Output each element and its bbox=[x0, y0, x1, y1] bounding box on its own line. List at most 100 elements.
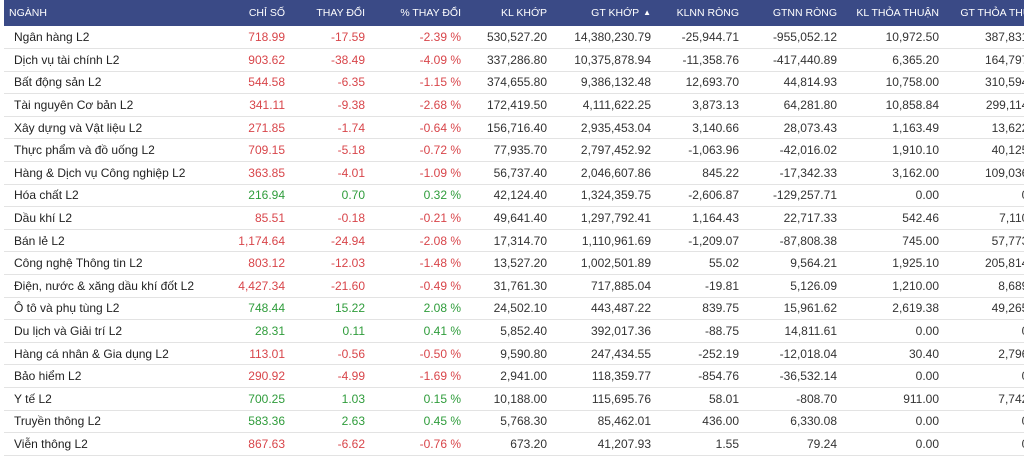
cell-industry: Y tế L2 bbox=[14, 391, 52, 406]
cell-gt-thoa-thuan: 0.00 bbox=[946, 365, 1024, 388]
cell-kl-khop: 77,935.70 bbox=[493, 143, 547, 158]
header-gt-khop[interactable]: GT KHỚP ▲ bbox=[554, 0, 658, 26]
header-gtnn-rong[interactable]: GTNN RÒNG bbox=[772, 7, 837, 19]
cell-klnn-rong: 436.00 bbox=[702, 414, 739, 429]
cell-industry: Dầu khí L2 bbox=[14, 211, 73, 226]
header-kl-khop[interactable]: KL KHỚP bbox=[501, 7, 547, 19]
cell-pct-change: -2.39 % bbox=[419, 30, 461, 45]
cell-gt-thoa-thuan: 7,742.80 bbox=[998, 391, 1024, 406]
cell-industry: Điện, nước & xăng dầu khí đốt L2 bbox=[14, 278, 195, 293]
cell-index: 85.51 bbox=[254, 211, 285, 226]
cell-pct-change: -1.48 % bbox=[419, 256, 461, 271]
cell-gt-khop: 247,434.55 bbox=[590, 346, 651, 361]
cell-kl-thoa-thuan: 0.00 bbox=[915, 436, 939, 451]
cell-kl-khop: 172,419.50 bbox=[486, 98, 547, 113]
cell-kl-khop: 337,286.80 bbox=[486, 52, 547, 67]
table-row[interactable]: Hóa chất L2 216.94 0.70 0.32 % 42,124.40 1,32… bbox=[4, 184, 1024, 207]
cell-kl-khop: 17,314.70 bbox=[493, 233, 547, 248]
cell-change: -0.56 bbox=[337, 346, 365, 361]
header-change[interactable]: THAY ĐỔI bbox=[316, 7, 365, 19]
cell-industry: Bất động sản L2 bbox=[14, 75, 102, 90]
cell-gt-thoa-thuan: 0.00 bbox=[946, 410, 1024, 433]
table-row[interactable]: Bán lẻ L2 1,174.64 -24.94 -2.08 % 17,314.70 1… bbox=[4, 229, 1024, 252]
table-row[interactable]: Viễn thông L2 867.63 -6.62 -0.76 % 673.20 41,… bbox=[4, 433, 1024, 456]
table-row[interactable]: Hàng & Dịch vụ Công nghiệp L2 363.85 -4.01… bbox=[4, 162, 1024, 185]
cell-gtnn-rong: -12,018.04 bbox=[779, 346, 837, 361]
cell-gt-khop: 85,462.01 bbox=[597, 414, 651, 429]
header-gt-thoa-thuan[interactable]: GT THỎA THUẬN bbox=[960, 7, 1024, 19]
table-row[interactable]: Thực phẩm và đồ uống L2 709.15 -5.18 -0.72 … bbox=[4, 139, 1024, 162]
cell-pct-change: -0.72 % bbox=[419, 143, 461, 158]
cell-gtnn-rong: 15,961.62 bbox=[783, 301, 837, 316]
sort-icon[interactable]: ▲ bbox=[643, 8, 651, 17]
cell-gt-khop: 2,797,452.92 bbox=[580, 143, 651, 158]
cell-gtnn-rong: 9,564.21 bbox=[790, 256, 837, 271]
cell-gtnn-rong: 64,281.80 bbox=[783, 98, 837, 113]
cell-change: -5.18 bbox=[337, 143, 365, 158]
cell-index: 1,174.64 bbox=[238, 233, 285, 248]
cell-index: 718.99 bbox=[248, 30, 285, 45]
cell-kl-khop: 156,716.40 bbox=[486, 120, 547, 135]
cell-pct-change: 0.45 % bbox=[423, 414, 461, 429]
cell-gt-khop: 9,386,132.48 bbox=[580, 75, 651, 90]
cell-change: -21.60 bbox=[330, 278, 365, 293]
cell-index: 216.94 bbox=[248, 188, 285, 203]
cell-index: 363.85 bbox=[248, 165, 285, 180]
table-row[interactable]: Ô tô và phụ tùng L2 748.44 15.22 2.08 % 24,5… bbox=[4, 297, 1024, 320]
cell-gt-khop: 443,487.22 bbox=[590, 301, 651, 316]
industry-table-container: NGÀNH CHỈ SỐ THAY ĐỔI % THAY ĐỔI KL KHỚP… bbox=[4, 0, 1024, 456]
header-index[interactable]: CHỈ SỐ bbox=[248, 7, 285, 19]
cell-kl-khop: 2,941.00 bbox=[500, 369, 547, 384]
cell-gtnn-rong: -17,342.33 bbox=[779, 165, 837, 180]
cell-kl-thoa-thuan: 1,163.49 bbox=[892, 120, 939, 135]
table-row[interactable]: Dầu khí L2 85.51 -0.18 -0.21 % 49,641.40 1,29… bbox=[4, 207, 1024, 230]
cell-industry: Hàng cá nhân & Gia dụng L2 bbox=[14, 346, 169, 361]
cell-klnn-rong: 58.01 bbox=[708, 391, 739, 406]
cell-pct-change: 2.08 % bbox=[423, 301, 461, 316]
cell-kl-khop: 530,527.20 bbox=[486, 30, 547, 45]
cell-klnn-rong: -1,063.96 bbox=[688, 143, 739, 158]
table-row[interactable]: Tài nguyên Cơ bản L2 341.11 -9.38 -2.68 % 17… bbox=[4, 94, 1024, 117]
cell-gtnn-rong: -808.70 bbox=[796, 391, 837, 406]
table-row[interactable]: Bất động sản L2 544.58 -6.35 -1.15 % 374,655… bbox=[4, 71, 1024, 94]
cell-kl-khop: 673.20 bbox=[510, 436, 547, 451]
table-row[interactable]: Công nghệ Thông tin L2 803.12 -12.03 -1.48 … bbox=[4, 252, 1024, 275]
cell-gt-khop: 4,111,622.25 bbox=[582, 98, 651, 113]
cell-klnn-rong: -1,209.07 bbox=[688, 233, 739, 248]
header-row: NGÀNH CHỈ SỐ THAY ĐỔI % THAY ĐỔI KL KHỚP… bbox=[4, 0, 1024, 26]
cell-gt-thoa-thuan: 164,797.57 bbox=[984, 52, 1024, 67]
cell-kl-khop: 49,641.40 bbox=[493, 211, 547, 226]
header-kl-thoa-thuan[interactable]: KL THỎA THUẬN bbox=[856, 7, 939, 19]
table-row[interactable]: Ngân hàng L2 718.99 -17.59 -2.39 % 530,527.2… bbox=[4, 26, 1024, 49]
cell-klnn-rong: 1,164.43 bbox=[692, 211, 739, 226]
cell-pct-change: 0.41 % bbox=[423, 324, 461, 339]
header-pct-change[interactable]: % THAY ĐỔI bbox=[400, 7, 461, 19]
cell-kl-thoa-thuan: 0.00 bbox=[915, 414, 939, 429]
table-row[interactable]: Điện, nước & xăng dầu khí đốt L2 4,427.34… bbox=[4, 275, 1024, 298]
header-industry[interactable]: NGÀNH bbox=[9, 7, 47, 19]
table-row[interactable]: Bảo hiểm L2 290.92 -4.99 -1.69 % 2,941.00 118… bbox=[4, 365, 1024, 388]
cell-change: 1.03 bbox=[341, 391, 365, 406]
cell-gt-khop: 2,935,453.04 bbox=[580, 120, 651, 135]
table-row[interactable]: Y tế L2 700.25 1.03 0.15 % 10,188.00 115,695.… bbox=[4, 388, 1024, 411]
cell-change: 0.11 bbox=[342, 324, 365, 339]
cell-gt-khop: 1,002,501.89 bbox=[580, 256, 651, 271]
table-row[interactable]: Du lịch và Giải trí L2 28.31 0.11 0.41 % 5,8… bbox=[4, 320, 1024, 343]
cell-kl-thoa-thuan: 10,758.00 bbox=[885, 75, 939, 90]
table-row[interactable]: Truyền thông L2 583.36 2.63 0.45 % 5,768.30 8… bbox=[4, 410, 1024, 433]
cell-gt-khop: 1,110,961.69 bbox=[581, 233, 651, 248]
table-row[interactable]: Hàng cá nhân & Gia dụng L2 113.01 -0.56 -0.… bbox=[4, 342, 1024, 365]
cell-kl-thoa-thuan: 911.00 bbox=[903, 391, 939, 406]
cell-gt-thoa-thuan: 2,796.80 bbox=[998, 346, 1024, 361]
cell-gt-thoa-thuan: 7,110.82 bbox=[999, 211, 1024, 226]
header-klnn-rong[interactable]: KLNN RÒNG bbox=[676, 7, 739, 19]
cell-klnn-rong: 3,873.13 bbox=[692, 98, 739, 113]
cell-industry: Tài nguyên Cơ bản L2 bbox=[14, 98, 134, 113]
cell-index: 28.31 bbox=[254, 324, 285, 339]
cell-gt-thoa-thuan: 205,814.70 bbox=[984, 256, 1024, 271]
table-row[interactable]: Xây dựng và Vật liệu L2 271.85 -1.74 -0.64 … bbox=[4, 116, 1024, 139]
table-row[interactable]: Dịch vụ tài chính L2 903.62 -38.49 -4.09 % 3… bbox=[4, 49, 1024, 72]
cell-kl-khop: 374,655.80 bbox=[486, 75, 547, 90]
cell-industry: Viễn thông L2 bbox=[14, 436, 88, 451]
cell-change: -24.94 bbox=[330, 233, 365, 248]
